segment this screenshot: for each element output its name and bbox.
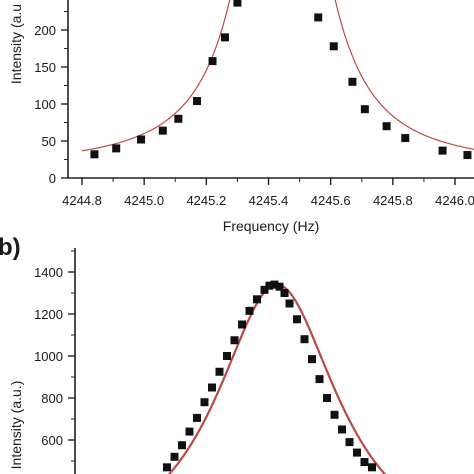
panel-a-y-axis-title: Intensity (a.u — [8, 4, 24, 84]
panel-b-data-point — [308, 355, 316, 364]
panel-a-data-point — [233, 0, 242, 7]
panel-b-data-point — [270, 280, 279, 289]
panel-b-data-point — [315, 375, 324, 384]
panel-b-data-point — [368, 463, 376, 472]
panel-b-data-point — [338, 425, 346, 434]
panel-b-y-tick-label: 1200 — [34, 307, 63, 322]
panel-a-data-point — [112, 144, 121, 153]
panel-b-data-point — [345, 438, 354, 447]
panel-b-y-axis-title: Intensity (a.u.) — [8, 381, 24, 470]
panel-a: 4244.8 4245.0 4245.2 4245.4 4245.6 4245.8 4246… — [8, 0, 474, 234]
panel-a-data-point — [360, 105, 369, 114]
panel-b-markers — [163, 280, 376, 472]
panel-a-y-tick-label: 100 — [34, 97, 56, 112]
panel-a-data-point — [90, 150, 99, 159]
panel-b-data-point — [170, 452, 179, 461]
panel-b-data-point — [185, 427, 194, 436]
panel-a-x-tick-label: 4245.6 — [311, 193, 351, 208]
panel-a-data-point — [137, 135, 146, 144]
panel-a-data-point — [348, 77, 357, 86]
panel-b-y-tick-label: 1400 — [34, 265, 63, 280]
panel-a-data-point — [463, 151, 472, 160]
panel-b-data-point — [178, 441, 186, 450]
panel-b-data-point — [300, 335, 309, 344]
panel-a-data-point — [401, 134, 410, 143]
panel-a-x-tick-labels: 4244.8 4245.0 4245.2 4245.4 4245.6 4245.8 4246… — [62, 193, 474, 208]
panel-b-fit — [167, 283, 387, 474]
panel-a-grid-ticks — [61, 11, 456, 185]
panel-b-fit-curve — [167, 283, 387, 474]
panel-b-data-point — [215, 367, 224, 376]
panel-b: b) 600 800 1000 1200 1400 Intensity (a.u.) — [0, 234, 387, 474]
panel-a-data-point — [220, 33, 229, 42]
panel-b-data-point — [245, 306, 254, 315]
panel-a-data-point — [193, 97, 202, 106]
panel-b-data-point — [230, 336, 239, 345]
panel-a-fit — [81, 0, 474, 152]
panel-b-y-tick-label: 800 — [41, 391, 63, 406]
panel-b-y-tick-labels: 600 800 1000 1200 1400 — [34, 265, 63, 448]
panel-b-data-point — [238, 320, 246, 329]
panel-b-data-point — [360, 458, 369, 467]
panel-a-data-point — [382, 122, 391, 131]
panel-a-y-tick-label: 200 — [34, 23, 56, 38]
panel-a-x-tick-label: 4245.4 — [249, 193, 289, 208]
panel-a-y-tick-label: 0 — [49, 171, 56, 186]
panel-b-data-point — [253, 295, 261, 304]
panel-b-data-point — [200, 398, 209, 407]
panel-b-data-point — [260, 285, 269, 294]
panel-a-y-tick-label: 50 — [42, 134, 56, 149]
panel-b-data-point — [330, 410, 339, 419]
panel-a-y-tick-label: 150 — [34, 60, 56, 75]
panel-a-x-tick-label: 4245.2 — [186, 193, 226, 208]
panel-a-data-point — [158, 126, 167, 135]
panel-a-data-point — [314, 13, 323, 22]
panel-b-data-point — [193, 413, 201, 422]
panel-a-data-point — [329, 42, 338, 51]
panel-a-x-tick-label: 4245.0 — [124, 193, 164, 208]
panel-b-grid-ticks — [68, 250, 75, 462]
panel-b-data-point — [223, 352, 231, 360]
panel-b-data-point — [285, 299, 294, 308]
panel-a-x-tick-label: 4245.8 — [373, 193, 413, 208]
panel-a-data-point — [438, 146, 447, 155]
panel-b-data-point — [323, 394, 331, 402]
panel-b-label: b) — [0, 234, 21, 261]
panel-a-x-tick-label: 4244.8 — [62, 193, 102, 208]
panel-b-data-point — [280, 289, 289, 297]
panel-b-data-point — [163, 463, 171, 472]
panel-b-data-point — [353, 448, 361, 457]
panel-a-x-axis-title: Frequency (Hz) — [223, 218, 319, 234]
panel-a-x-tick-label: 4246.0 — [435, 193, 474, 208]
panel-b-y-tick-label: 1000 — [34, 349, 63, 364]
panel-b-data-point — [208, 383, 216, 392]
panel-a-data-point — [208, 57, 217, 66]
panel-b-data-point — [265, 281, 274, 290]
panel-a-y-tick-labels: 0 50 100 150 200 — [34, 23, 56, 186]
panel-b-data-point — [275, 282, 284, 291]
panel-b-y-tick-label: 600 — [41, 433, 63, 448]
panel-a-data-point — [174, 114, 183, 123]
panel-b-data-point — [293, 315, 301, 324]
panel-a-fit-curve — [81, 0, 474, 152]
panel-a-markers — [90, 0, 472, 160]
